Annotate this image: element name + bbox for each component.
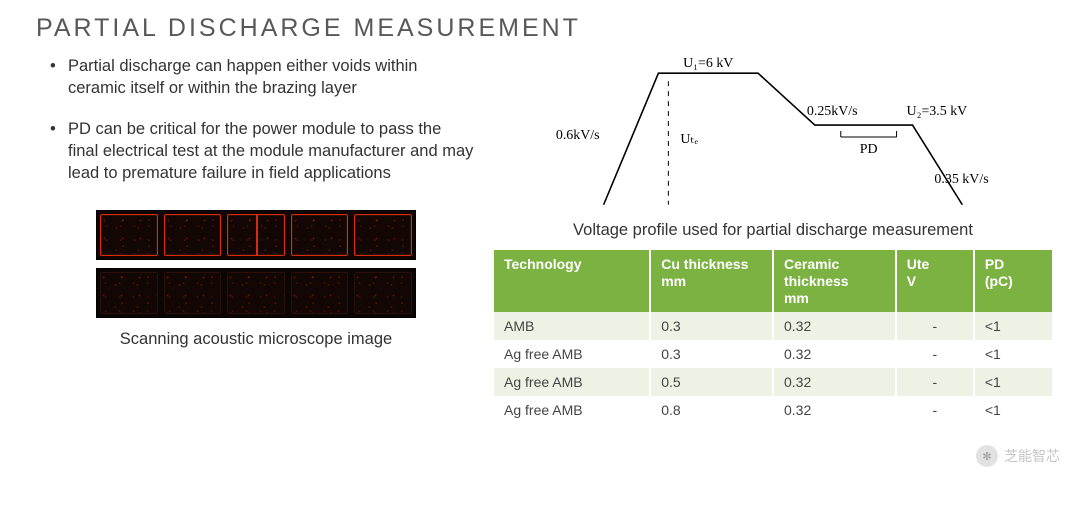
table-cell: 0.5 — [650, 368, 773, 396]
svg-text:0.35 kV/s: 0.35 kV/s — [934, 172, 988, 187]
table-cell: 0.32 — [773, 368, 896, 396]
table-cell: - — [896, 368, 974, 396]
chart-caption: Voltage profile used for partial dischar… — [494, 221, 1052, 240]
table-cell: 0.8 — [650, 396, 773, 424]
bullet-item: PD can be critical for the power module … — [50, 118, 476, 185]
table-cell: <1 — [974, 312, 1052, 340]
table-cell: Ag free AMB — [494, 368, 650, 396]
svg-text:U₂=3.5 kV: U₂=3.5 kV — [907, 104, 968, 119]
page-title: PARTIAL DISCHARGE MEASUREMENT — [36, 14, 1052, 43]
table-cell: Ag free AMB — [494, 396, 650, 424]
sam-image-bottom — [96, 268, 416, 318]
sam-caption: Scanning acoustic microscope image — [120, 330, 392, 349]
table-header: Cu thicknessmm — [650, 250, 773, 312]
table-cell: <1 — [974, 340, 1052, 368]
voltage-profile-chart: U₁=6 kV 0.25kV/s U₂=3.5 kV 0.6kV/s 0.35 … — [494, 55, 1052, 215]
sam-cell — [291, 272, 349, 314]
wechat-icon: ✻ — [976, 445, 998, 467]
table-row: Ag free AMB0.30.32-<1 — [494, 340, 1052, 368]
svg-text:0.25kV/s: 0.25kV/s — [807, 104, 858, 119]
svg-text:Uₜₑ: Uₜₑ — [680, 132, 698, 147]
bullet-item: Partial discharge can happen either void… — [50, 55, 476, 100]
table-row: AMB0.30.32-<1 — [494, 312, 1052, 340]
sam-cell — [164, 214, 222, 256]
table-cell: 0.32 — [773, 396, 896, 424]
sam-cell — [100, 272, 158, 314]
svg-text:U₁=6 kV: U₁=6 kV — [683, 56, 733, 71]
left-column: Partial discharge can happen either void… — [36, 55, 476, 495]
table-cell: <1 — [974, 368, 1052, 396]
sam-cell — [354, 214, 412, 256]
table-header: PD(pC) — [974, 250, 1052, 312]
table-cell: 0.32 — [773, 340, 896, 368]
table-header: UteV — [896, 250, 974, 312]
sam-image-group: Scanning acoustic microscope image — [36, 206, 476, 349]
table-cell: 0.3 — [650, 340, 773, 368]
columns: Partial discharge can happen either void… — [36, 55, 1052, 495]
slide: PARTIAL DISCHARGE MEASUREMENT Partial di… — [0, 0, 1080, 505]
right-column: U₁=6 kV 0.25kV/s U₂=3.5 kV 0.6kV/s 0.35 … — [494, 55, 1052, 495]
pd-table: TechnologyCu thicknessmmCeramicthickness… — [494, 250, 1052, 424]
sam-cell — [354, 272, 412, 314]
svg-text:PD: PD — [860, 142, 878, 157]
sam-cell — [291, 214, 349, 256]
watermark: ✻ 芝能智芯 — [976, 445, 1060, 467]
table-header: Ceramicthicknessmm — [773, 250, 896, 312]
table-cell: - — [896, 340, 974, 368]
table-row: Ag free AMB0.50.32-<1 — [494, 368, 1052, 396]
table-row: Ag free AMB0.80.32-<1 — [494, 396, 1052, 424]
sam-cell — [227, 272, 285, 314]
sam-cell — [164, 272, 222, 314]
table-cell: AMB — [494, 312, 650, 340]
table-cell: 0.32 — [773, 312, 896, 340]
sam-image-top — [96, 210, 416, 260]
table-cell: - — [896, 312, 974, 340]
sam-cell — [227, 214, 285, 256]
bullet-list: Partial discharge can happen either void… — [36, 55, 476, 202]
sam-cell — [100, 214, 158, 256]
watermark-text: 芝能智芯 — [1004, 446, 1060, 466]
table-cell: Ag free AMB — [494, 340, 650, 368]
svg-text:0.6kV/s: 0.6kV/s — [556, 128, 600, 143]
table-cell: 0.3 — [650, 312, 773, 340]
table-cell: <1 — [974, 396, 1052, 424]
table-header: Technology — [494, 250, 650, 312]
table-cell: - — [896, 396, 974, 424]
